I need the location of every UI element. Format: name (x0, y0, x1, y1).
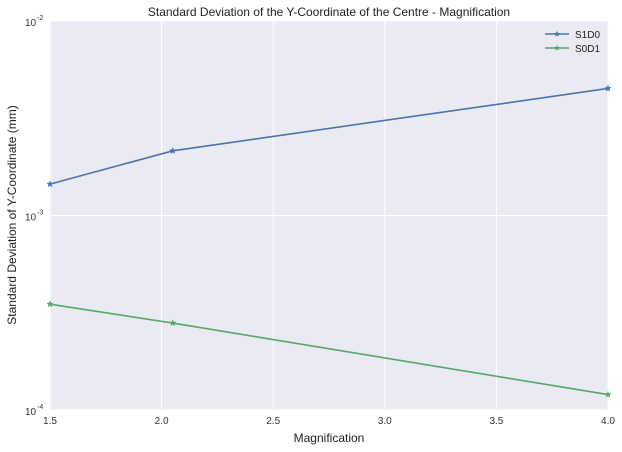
x-tick-label: 3.0 (378, 416, 392, 427)
y-tick-exponent: -3 (37, 210, 43, 217)
y-axis-label: Standard Deviation of Y-Coordinate (mm) (5, 105, 19, 324)
legend-marker-s1d0 (553, 30, 561, 37)
data-point-s1d0 (169, 146, 177, 154)
x-tick-label: 3.5 (489, 416, 503, 427)
y-tick-label: 10 -3 (25, 210, 43, 224)
legend-marker-s0d1 (553, 44, 561, 51)
legend-item-s1d0: S1D0 (545, 30, 600, 41)
x-tick-label: 1.5 (43, 416, 57, 427)
data-point-s0d1 (604, 390, 612, 398)
legend-item-s0d1: S0D1 (545, 44, 600, 55)
x-tick-label: 2.0 (155, 416, 169, 427)
x-tick-label: 2.5 (266, 416, 280, 427)
chart-title: Standard Deviation of the Y-Coordinate o… (148, 5, 510, 19)
data-point-s0d1 (46, 300, 54, 308)
legend-label-s0d1: S0D1 (575, 44, 600, 55)
y-tick-label: 10 -2 (25, 15, 43, 29)
x-axis-label: Magnification (294, 431, 365, 445)
data-point-s1d0 (604, 84, 612, 92)
y-tick-labels: 10-410-310-2 (25, 15, 43, 418)
legend-label-s1d0: S1D0 (575, 30, 600, 41)
y-tick-base: 10 (25, 18, 37, 29)
series-s0d1 (46, 300, 612, 398)
x-tick-labels: 1.5 2.0 2.5 3.0 3.5 4.0 (43, 416, 615, 427)
y-tick-label: 10 -4 (25, 404, 43, 418)
data-point-s1d0 (46, 180, 54, 188)
series-s1d0 (46, 84, 612, 188)
y-tick-base: 10 (25, 213, 37, 224)
y-tick-exponent: -2 (37, 15, 43, 22)
legend: S1D0 S0D1 (545, 30, 600, 55)
x-tick-label: 4.0 (601, 416, 615, 427)
grid (49, 20, 609, 411)
data-point-s0d1 (169, 319, 177, 327)
y-tick-base: 10 (25, 407, 37, 418)
series-layer (46, 84, 612, 398)
y-tick-exponent: -4 (37, 404, 43, 411)
